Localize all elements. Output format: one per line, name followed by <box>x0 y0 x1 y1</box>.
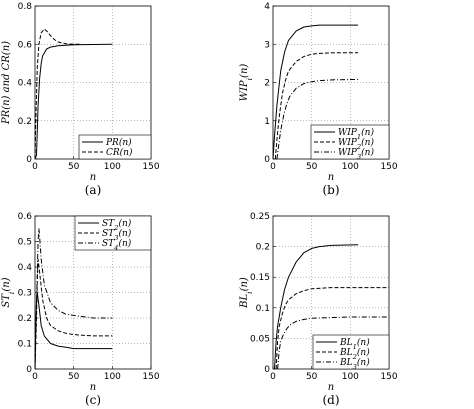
legend-entry: WIP2(n) <box>338 137 374 151</box>
x-tick-label: 50 <box>306 162 318 172</box>
legend-entry: BL3(n) <box>339 357 370 371</box>
x-tick-label: 0 <box>32 372 38 382</box>
series-line-2 <box>274 52 359 160</box>
y-tick-label: 0.25 <box>250 212 270 222</box>
legend: ST2(n)ST3(n)ST4(n) <box>74 215 152 252</box>
series-line-1 <box>34 43 113 160</box>
legend: WIP1(n)WIP2(n)WIP3(n) <box>310 124 390 161</box>
y-tick-label: 0.2 <box>18 314 32 324</box>
panel-caption: (d) <box>322 393 339 407</box>
x-tick-label: 100 <box>104 372 121 382</box>
y-tick-label: 3 <box>264 40 270 50</box>
y-tick-label: 0.1 <box>256 304 270 314</box>
y-tick-label: 0.2 <box>18 117 32 127</box>
series-line-2 <box>34 28 82 160</box>
legend-entry: BL1(n) <box>339 337 370 351</box>
x-axis-label: n <box>90 382 96 393</box>
y-tick-label: 0 <box>26 155 32 165</box>
y-tick-label: 0.6 <box>18 40 33 50</box>
legend: PR(n)CR(n) <box>78 134 152 160</box>
x-tick-label: 150 <box>142 372 159 382</box>
x-tick-label: 150 <box>142 162 159 172</box>
y-tick-label: 0 <box>26 365 32 375</box>
y-tick-label: 0.8 <box>18 2 33 12</box>
y-tick-label: 0.6 <box>18 212 33 222</box>
legend-entry: WIP3(n) <box>338 147 374 161</box>
legend-entry: WIP1(n) <box>338 127 374 141</box>
x-axis-label: n <box>328 382 334 393</box>
y-tick-label: 0 <box>264 365 270 375</box>
panel-caption: (a) <box>85 183 102 197</box>
legend-entry: CR(n) <box>106 147 133 158</box>
series-line-2 <box>34 258 113 370</box>
y-tick-label: 0.1 <box>18 340 32 350</box>
y-tick-label: 0.2 <box>256 243 270 253</box>
y-tick-label: 0.05 <box>250 334 270 344</box>
panel-caption: (c) <box>85 393 101 407</box>
legend-entry: ST4(n) <box>102 238 132 252</box>
y-tick-label: 0 <box>264 155 270 165</box>
x-tick-label: 150 <box>380 162 397 172</box>
x-tick-label: 0 <box>270 372 276 382</box>
x-tick-label: 50 <box>68 372 80 382</box>
series-line-3 <box>277 316 389 370</box>
y-tick-label: 0.3 <box>18 289 32 299</box>
series-line-1 <box>274 244 359 370</box>
y-tick-label: 4 <box>264 2 270 12</box>
series-line-3 <box>34 228 113 370</box>
x-tick-label: 100 <box>104 162 121 172</box>
legend-entry: BL2(n) <box>339 347 370 361</box>
y-tick-label: 0.4 <box>18 79 33 89</box>
y-tick-label: 0.15 <box>250 273 270 283</box>
y-axis-label: BLi(n) <box>239 277 254 309</box>
legend-entry: PR(n) <box>105 137 132 148</box>
legend: BL1(n)BL2(n)BL3(n) <box>312 334 390 371</box>
chart-panel-b: 0 50 100 150 0 1 2 3 4 n WIPi(n) (b) WIP1(n)WIP2(n)W… <box>239 2 398 197</box>
chart-panel-a: 0 50 100 150 0 0.2 0.4 0.6 0.8 n PR(n) and CR(n) (a… <box>1 2 160 197</box>
legend-entry: ST2(n) <box>102 218 132 232</box>
y-tick-label: 2 <box>264 79 270 89</box>
y-axis-label: STi(n) <box>1 277 16 307</box>
x-tick-label: 50 <box>306 372 318 382</box>
x-axis-label: n <box>328 172 334 183</box>
panel-caption: (b) <box>322 183 339 197</box>
y-axis-label: PR(n) and CR(n) <box>1 41 12 125</box>
legend-entry: ST3(n) <box>102 228 132 242</box>
series-line-3 <box>276 78 359 160</box>
x-axis-label: n <box>90 172 96 183</box>
x-tick-label: 0 <box>270 162 276 172</box>
x-tick-label: 50 <box>68 162 80 172</box>
x-tick-label: 100 <box>342 372 359 382</box>
y-tick-label: 0.4 <box>18 263 33 273</box>
y-axis-label: WIPi(n) <box>239 64 254 102</box>
x-tick-label: 150 <box>380 372 397 382</box>
chart-panel-d: 0 50 100 150 0 0.05 0.1 0.15 0.2 0.25 n BLi(n) (d) BL… <box>239 212 398 407</box>
x-tick-label: 0 <box>32 162 38 172</box>
legend-box <box>78 134 152 160</box>
chart-panel-c: 0 50 100 150 0 0.1 0.2 0.3 0.4 0.5 0.6 n STi(n) (c) ST… <box>1 212 160 407</box>
x-tick-label: 100 <box>342 162 359 172</box>
y-tick-label: 0.5 <box>18 238 32 248</box>
series-line-1 <box>272 24 359 160</box>
y-tick-label: 1 <box>264 117 270 127</box>
